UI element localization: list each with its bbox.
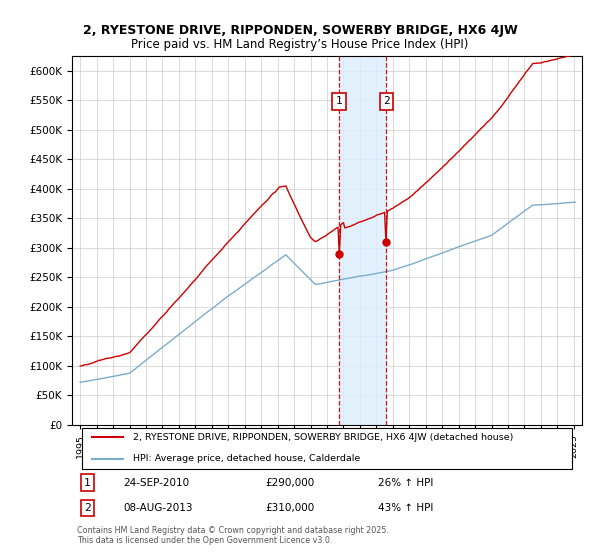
Text: £310,000: £310,000 <box>266 503 315 513</box>
Text: 43% ↑ HPI: 43% ↑ HPI <box>378 503 433 513</box>
Text: £290,000: £290,000 <box>266 478 315 488</box>
Text: 2, RYESTONE DRIVE, RIPPONDEN, SOWERBY BRIDGE, HX6 4JW (detached house): 2, RYESTONE DRIVE, RIPPONDEN, SOWERBY BR… <box>133 433 514 442</box>
Bar <box>339 56 386 425</box>
Text: Contains HM Land Registry data © Crown copyright and database right 2025.
This d: Contains HM Land Registry data © Crown c… <box>77 526 389 545</box>
Text: Price paid vs. HM Land Registry’s House Price Index (HPI): Price paid vs. HM Land Registry’s House … <box>131 38 469 52</box>
Text: 24-SEP-2010: 24-SEP-2010 <box>123 478 189 488</box>
Text: 2: 2 <box>84 503 91 513</box>
Text: HPI: Average price, detached house, Calderdale: HPI: Average price, detached house, Cald… <box>133 454 361 463</box>
Text: 08-AUG-2013: 08-AUG-2013 <box>123 503 193 513</box>
Text: 1: 1 <box>84 478 91 488</box>
Text: 2: 2 <box>383 96 389 106</box>
FancyBboxPatch shape <box>82 428 572 469</box>
Text: 1: 1 <box>335 96 343 106</box>
Text: 2, RYESTONE DRIVE, RIPPONDEN, SOWERBY BRIDGE, HX6 4JW: 2, RYESTONE DRIVE, RIPPONDEN, SOWERBY BR… <box>83 24 517 38</box>
Text: 26% ↑ HPI: 26% ↑ HPI <box>378 478 433 488</box>
